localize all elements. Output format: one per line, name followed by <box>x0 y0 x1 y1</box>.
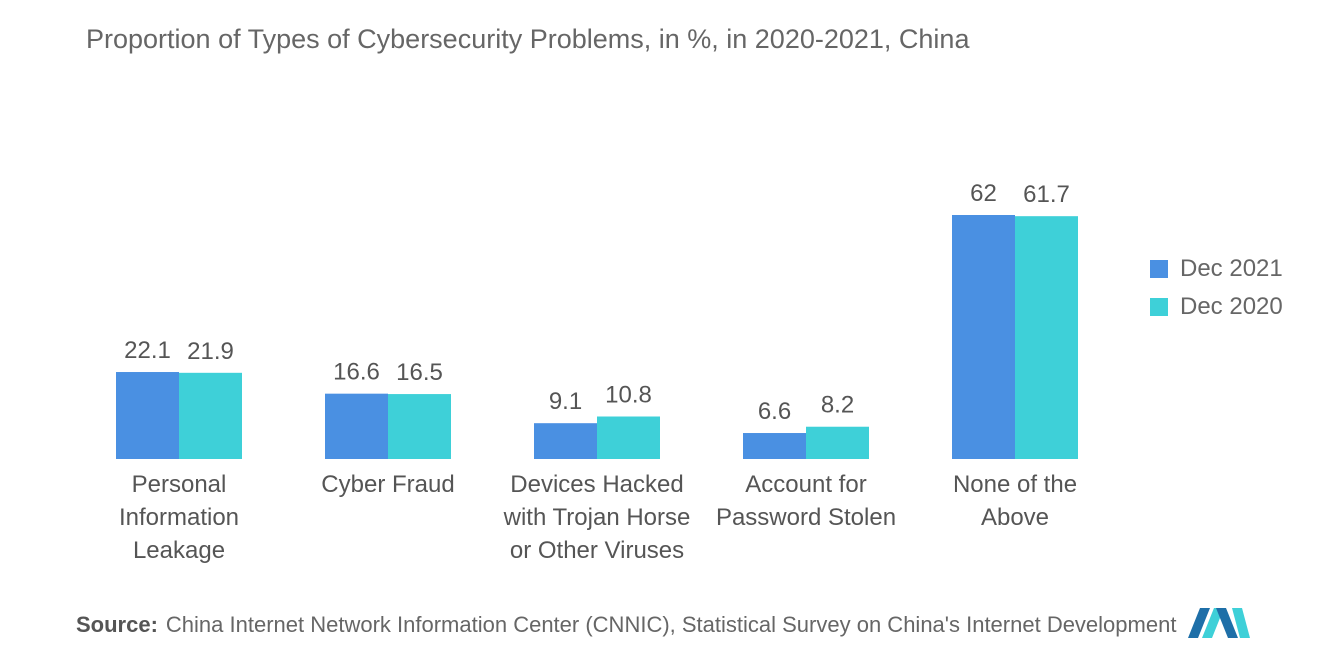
bar-dec-2021-none-of-the-above <box>952 215 1015 459</box>
category-label-line: None of the <box>952 471 1078 498</box>
bar-dec-2020-cyber-fraud <box>388 394 451 459</box>
bar-dec-2020-devices-hacked-with-trojan-horse-or-other-viruses <box>597 416 660 459</box>
bar-dec-2021-devices-hacked-with-trojan-horse-or-other-viruses <box>534 423 597 459</box>
category-label-line: Devices Hacked <box>510 471 684 498</box>
data-label-dec-2021-account-for-password-stolen: 6.6 <box>758 398 791 425</box>
category-label-account-for-password-stolen: Account for Password Stolen <box>706 468 906 534</box>
bar-chart: 22.1 21.9 16.6 16.5 9.1 10.8 6.6 8.2 62 61.7 <box>116 180 1078 459</box>
source-label: Source: <box>76 612 158 637</box>
chart-title: Proportion of Types of Cybersecurity Pro… <box>86 24 970 54</box>
data-label-dec-2020-devices-hacked-with-trojan-horse-or-other-viruses: 10.8 <box>605 381 652 408</box>
legend: Dec 2021 Dec 2020 <box>1150 250 1283 326</box>
bar-dec-2020-account-for-password-stolen <box>806 426 869 459</box>
bar-dec-2020-personal-information-leakage <box>179 372 242 459</box>
data-label-dec-2021-none-of-the-above: 62 <box>970 180 997 207</box>
category-label-line: or Other Viruses <box>509 537 685 564</box>
data-label-dec-2021-cyber-fraud: 16.6 <box>333 359 380 386</box>
mordor-logo <box>1186 604 1252 640</box>
legend-swatch-dec-2020 <box>1150 298 1168 316</box>
bar-dec-2021-account-for-password-stolen <box>743 433 806 459</box>
category-label-cyber-fraud: Cyber Fraud <box>288 468 488 501</box>
category-label-line: with Trojan Horse <box>503 504 691 531</box>
legend-item-dec-2020: Dec 2020 <box>1150 288 1283 326</box>
bar-dec-2020-none-of-the-above <box>1015 216 1078 459</box>
category-label-line: Cyber Fraud <box>321 471 455 498</box>
category-label-line: Leakage <box>132 537 226 564</box>
legend-label-dec-2020: Dec 2020 <box>1180 293 1283 320</box>
legend-swatch-dec-2021 <box>1150 260 1168 278</box>
category-label-personal-information-leakage: Personal Information Leakage <box>79 468 279 567</box>
data-label-dec-2020-account-for-password-stolen: 8.2 <box>821 392 854 419</box>
category-label-line: Personal <box>131 471 227 498</box>
legend-item-dec-2021: Dec 2021 <box>1150 250 1283 288</box>
category-label-devices-hacked-with-trojan-horse-or-other-viruses: Devices Hacked with Trojan Horse or Other … <box>497 468 697 567</box>
category-label-line: Information <box>118 504 240 531</box>
category-label-none-of-the-above: None of the Above <box>915 468 1115 534</box>
source-text: China Internet Network Information Cente… <box>165 612 1177 637</box>
data-label-dec-2021-devices-hacked-with-trojan-horse-or-other-viruses: 9.1 <box>549 388 582 415</box>
category-label-line: Above <box>980 504 1050 531</box>
bar-dec-2021-cyber-fraud <box>325 393 388 459</box>
data-label-dec-2021-personal-information-leakage: 22.1 <box>124 337 171 364</box>
bar-dec-2021-personal-information-leakage <box>116 372 179 459</box>
category-label-line: Account for <box>745 471 867 498</box>
source-note: Source: China Internet Network Informatio… <box>76 612 1176 638</box>
data-label-dec-2020-cyber-fraud: 16.5 <box>396 359 443 386</box>
data-label-dec-2020-personal-information-leakage: 21.9 <box>187 338 234 365</box>
data-label-dec-2020-none-of-the-above: 61.7 <box>1023 181 1070 208</box>
category-label-line: Password Stolen <box>715 504 897 531</box>
legend-label-dec-2021: Dec 2021 <box>1180 255 1283 282</box>
